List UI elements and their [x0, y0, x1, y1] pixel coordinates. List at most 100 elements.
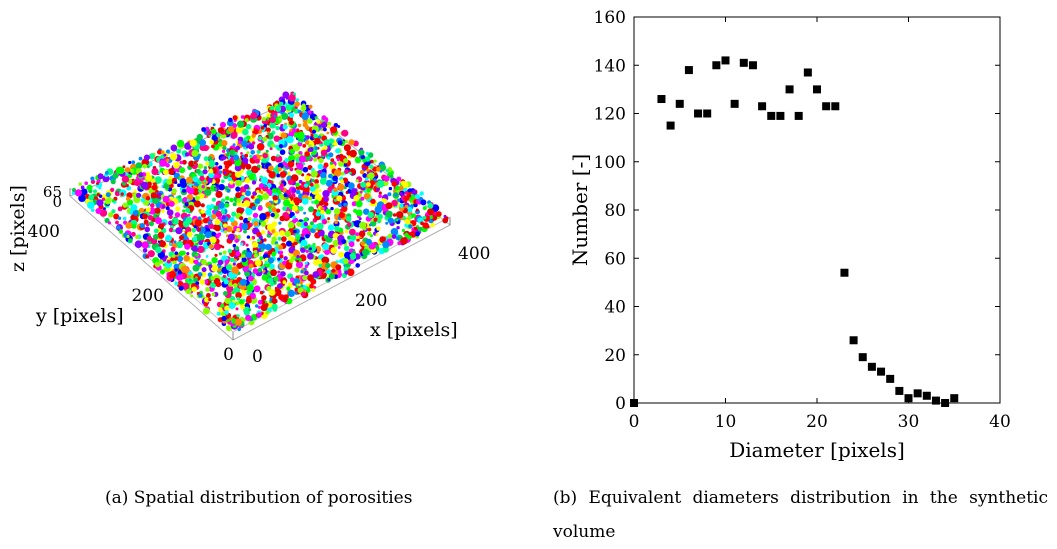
x-tick-label: 40: [989, 412, 1011, 432]
porosity-point: [208, 297, 212, 302]
porosity-point: [245, 163, 252, 170]
porosity-point: [399, 203, 404, 208]
porosity-point: [296, 259, 300, 263]
porosity-point: [176, 241, 184, 248]
porosity-point: [404, 200, 408, 204]
porosity-point: [283, 199, 291, 207]
porosity-point: [396, 211, 404, 219]
porosity-point: [200, 247, 205, 251]
porosity-point: [182, 228, 186, 232]
porosity-point: [374, 205, 383, 214]
data-point: [813, 85, 821, 94]
x-ticks: 0 10 20 30 40: [629, 17, 1011, 432]
porosity-point: [218, 165, 223, 170]
porosity-point: [162, 204, 166, 209]
porosity-point: [145, 174, 153, 181]
porosity-point: [320, 206, 324, 211]
porosity-point: [246, 295, 252, 301]
porosity-point: [317, 135, 322, 139]
porosity-point: [228, 302, 236, 309]
porosity-point: [251, 235, 256, 240]
porosity-point: [229, 216, 235, 223]
porosity-point: [251, 206, 257, 211]
porosity-point: [296, 221, 302, 227]
porosity-point: [172, 242, 178, 249]
porosity-point: [240, 152, 243, 155]
porosity-point: [206, 293, 211, 298]
porosity-point: [240, 304, 246, 310]
porosity-point: [248, 308, 252, 312]
porosity-point: [78, 194, 86, 202]
porosity-point: [206, 130, 212, 136]
diameter-distribution-figure: 0 20 40 60 80 100 120 140 160 0 10 20 30 40 Diameter…: [520, 0, 1057, 470]
porosity-point: [262, 185, 269, 192]
porosity-point: [353, 208, 358, 213]
porosity-point: [296, 236, 301, 240]
porosity-point: [341, 129, 349, 137]
porosity-point: [375, 233, 379, 237]
porosity-point: [282, 280, 287, 285]
porosity-point: [207, 159, 216, 168]
porosity-point: [222, 274, 226, 278]
porosity-point: [315, 211, 321, 217]
porosity-point: [142, 213, 148, 220]
porosity-point: [197, 163, 204, 169]
porosity-point: [162, 195, 170, 203]
x-axis-label: Diameter [pixels]: [729, 438, 905, 462]
porosity-point: [304, 140, 310, 145]
porosity-point: [250, 195, 255, 199]
porosity-point: [230, 131, 238, 139]
porosity-point: [136, 192, 142, 198]
porosity-point: [211, 197, 216, 202]
porosity-point: [259, 243, 267, 251]
porosity-point: [317, 229, 321, 233]
porosity-point: [306, 135, 310, 140]
porosity-point: [356, 235, 360, 239]
porosity-point: [326, 269, 332, 275]
porosity-point: [224, 297, 231, 304]
porosity-point: [142, 248, 148, 253]
porosity-point: [213, 205, 219, 211]
porosity-point: [259, 256, 264, 261]
porosity-point: [231, 266, 239, 274]
porosity-point: [182, 159, 187, 165]
porosity-point: [214, 162, 219, 166]
porosity-point: [222, 155, 227, 160]
x-tick-0: 0: [252, 347, 263, 367]
porosity-point: [269, 147, 273, 151]
porosity-point: [338, 161, 344, 167]
porosity-point: [262, 152, 269, 159]
porosity-point: [270, 155, 277, 162]
porosity-point: [244, 178, 251, 184]
porosity-point: [355, 179, 359, 183]
porosity-point: [218, 170, 223, 174]
y-tick-label: 120: [594, 105, 626, 125]
porosity-point: [420, 221, 424, 226]
porosity-point: [278, 221, 282, 225]
porosity-point: [242, 157, 249, 164]
porosity-point: [232, 262, 236, 266]
porosity-point: [193, 259, 199, 265]
porosity-point: [303, 183, 309, 188]
porosity-point: [323, 127, 327, 132]
porosity-point: [245, 123, 252, 130]
porosity-point: [373, 159, 377, 163]
porosity-point: [264, 260, 268, 264]
porosity-point: [391, 234, 397, 240]
porosity-point: [204, 188, 212, 196]
porosity-point: [279, 149, 286, 155]
porosity-point: [241, 257, 247, 263]
data-point: [794, 111, 803, 120]
data-point: [931, 396, 940, 405]
porosity-point: [102, 175, 110, 183]
porosity-point: [324, 201, 329, 207]
porosity-point: [292, 128, 297, 134]
porosity-point: [427, 208, 435, 216]
porosity-point: [182, 197, 189, 203]
porosity-point: [140, 198, 146, 203]
porosity-point: [226, 319, 230, 322]
porosity-point: [223, 291, 228, 296]
porosity-point: [138, 207, 145, 213]
porosity-point: [304, 151, 310, 157]
porosity-point: [173, 240, 177, 244]
